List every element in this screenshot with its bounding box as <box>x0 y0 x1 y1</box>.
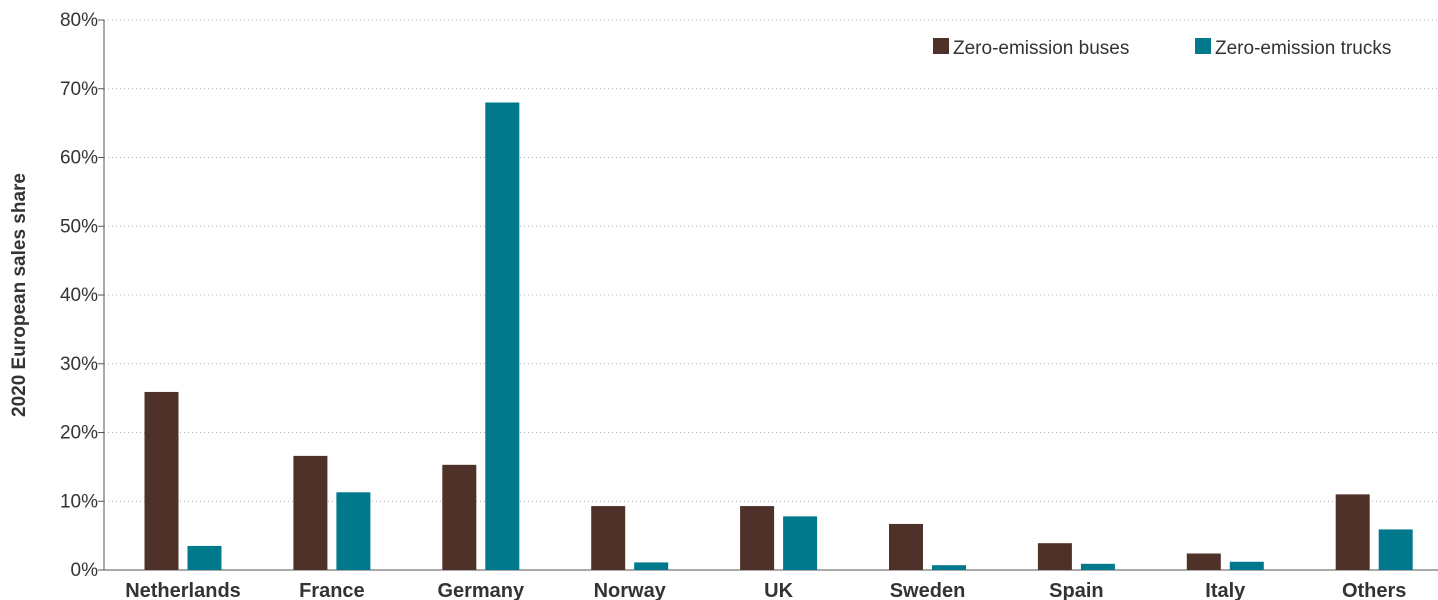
x-axis-labels: Netherlands France Germany Norway UK Sweden Sp… <box>125 580 1406 600</box>
bar-trucks-spain <box>1080 563 1115 570</box>
bar-trucks-italy <box>1229 561 1264 570</box>
x-category-label: Netherlands <box>125 580 241 600</box>
bars <box>144 102 1413 570</box>
bar-buses-norway <box>591 506 626 570</box>
bar-buses-uk <box>740 506 775 570</box>
y-tick-label: 0% <box>71 560 99 581</box>
bar-trucks-netherlands <box>187 545 222 570</box>
x-category-label: Germany <box>437 580 525 600</box>
x-category-label: UK <box>764 580 793 600</box>
x-category-label: Italy <box>1205 580 1246 600</box>
bar-buses-france <box>293 455 328 570</box>
bar-buses-netherlands <box>144 391 179 570</box>
x-category-label: France <box>299 580 365 600</box>
y-tick-label: 60% <box>60 148 98 169</box>
bar-trucks-uk <box>783 516 818 570</box>
x-category-label: Sweden <box>890 580 966 600</box>
x-category-label: Others <box>1342 580 1406 600</box>
y-tick-label: 20% <box>60 423 98 444</box>
legend-label: Zero-emission buses <box>953 38 1129 59</box>
legend-swatch <box>933 38 949 54</box>
legend-swatch <box>1195 38 1211 54</box>
bar-buses-sweden <box>889 523 923 570</box>
bar-trucks-germany <box>485 102 520 570</box>
bar-trucks-sweden <box>932 565 966 570</box>
y-tick-label: 10% <box>60 491 98 512</box>
legend: Zero-emission buses Zero-emission trucks <box>933 38 1391 59</box>
gridlines <box>104 19 1438 502</box>
y-tick-label: 50% <box>60 216 98 237</box>
y-axis-ticks: 0% 10% 20% 30% 40% 50% 60% 70% 80% <box>60 10 104 581</box>
bar-buses-germany <box>442 464 477 570</box>
x-category-label: Spain <box>1049 580 1103 600</box>
bar-trucks-france <box>336 492 371 570</box>
y-tick-label: 80% <box>60 10 98 31</box>
y-tick-label: 70% <box>60 79 98 100</box>
x-category-label: Norway <box>594 580 667 600</box>
bar-trucks-norway <box>634 562 669 570</box>
y-tick-label: 30% <box>60 354 98 375</box>
y-tick-label: 40% <box>60 285 98 306</box>
bar-buses-italy <box>1186 553 1221 570</box>
bar-trucks-others <box>1378 529 1413 570</box>
y-axis-title: 2020 European sales share <box>9 173 30 417</box>
bar-buses-others <box>1335 494 1370 570</box>
legend-label: Zero-emission trucks <box>1215 38 1391 59</box>
bar-buses-spain <box>1037 543 1072 570</box>
